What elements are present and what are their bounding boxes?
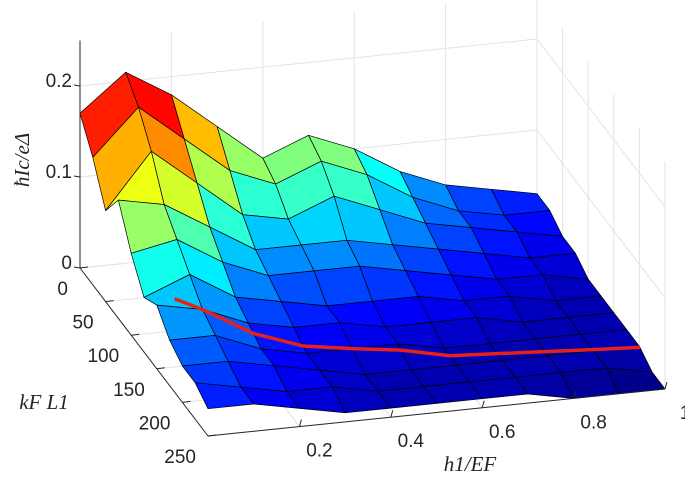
z-tick	[73, 175, 81, 178]
z-tick-label: 0.2	[46, 71, 72, 92]
y-tick	[131, 333, 140, 336]
x-tick-label: 0.8	[580, 412, 606, 433]
grid-line	[536, 129, 666, 299]
z-axis-label: ħIc/eΔ	[10, 133, 34, 187]
y-tick-label: 250	[164, 447, 196, 468]
surface-patch	[194, 382, 255, 410]
x-axis	[207, 388, 666, 437]
y-tick	[207, 434, 217, 437]
x-tick-label: 1	[680, 403, 685, 424]
x-tick-label: 0.6	[489, 422, 515, 443]
y-tick-label: 50	[72, 313, 93, 334]
z-tick	[73, 266, 81, 269]
grid-line	[536, 38, 666, 208]
x-tick	[573, 391, 577, 399]
y-tick-label: 150	[113, 380, 145, 401]
x-axis-label: h1/EF	[444, 452, 497, 476]
z-tick	[73, 84, 81, 87]
curve	[173, 297, 640, 358]
x-tick	[298, 419, 302, 427]
x-tick-label: 0.4	[398, 431, 425, 452]
x-tick	[481, 400, 485, 408]
y-tick	[156, 367, 165, 370]
y-axis	[79, 267, 209, 437]
y-tick-label: 100	[87, 346, 119, 367]
grid-line	[79, 38, 538, 87]
z-tick-label: 0	[61, 253, 72, 274]
x-tick	[390, 410, 394, 418]
y-tick	[182, 400, 191, 403]
axes: 0.20.40.60.8105010015020025000.10.2	[46, 40, 685, 468]
z-tick-label: 0.1	[46, 162, 72, 183]
x-tick	[664, 381, 668, 390]
y-tick-label: 0	[57, 279, 68, 300]
y-axis-label: kF L1	[19, 390, 69, 414]
y-tick	[105, 300, 114, 303]
x-tick-label: 0.2	[306, 441, 332, 462]
y-tick	[79, 266, 89, 269]
surface	[79, 71, 666, 414]
y-tick-label: 200	[139, 413, 171, 434]
